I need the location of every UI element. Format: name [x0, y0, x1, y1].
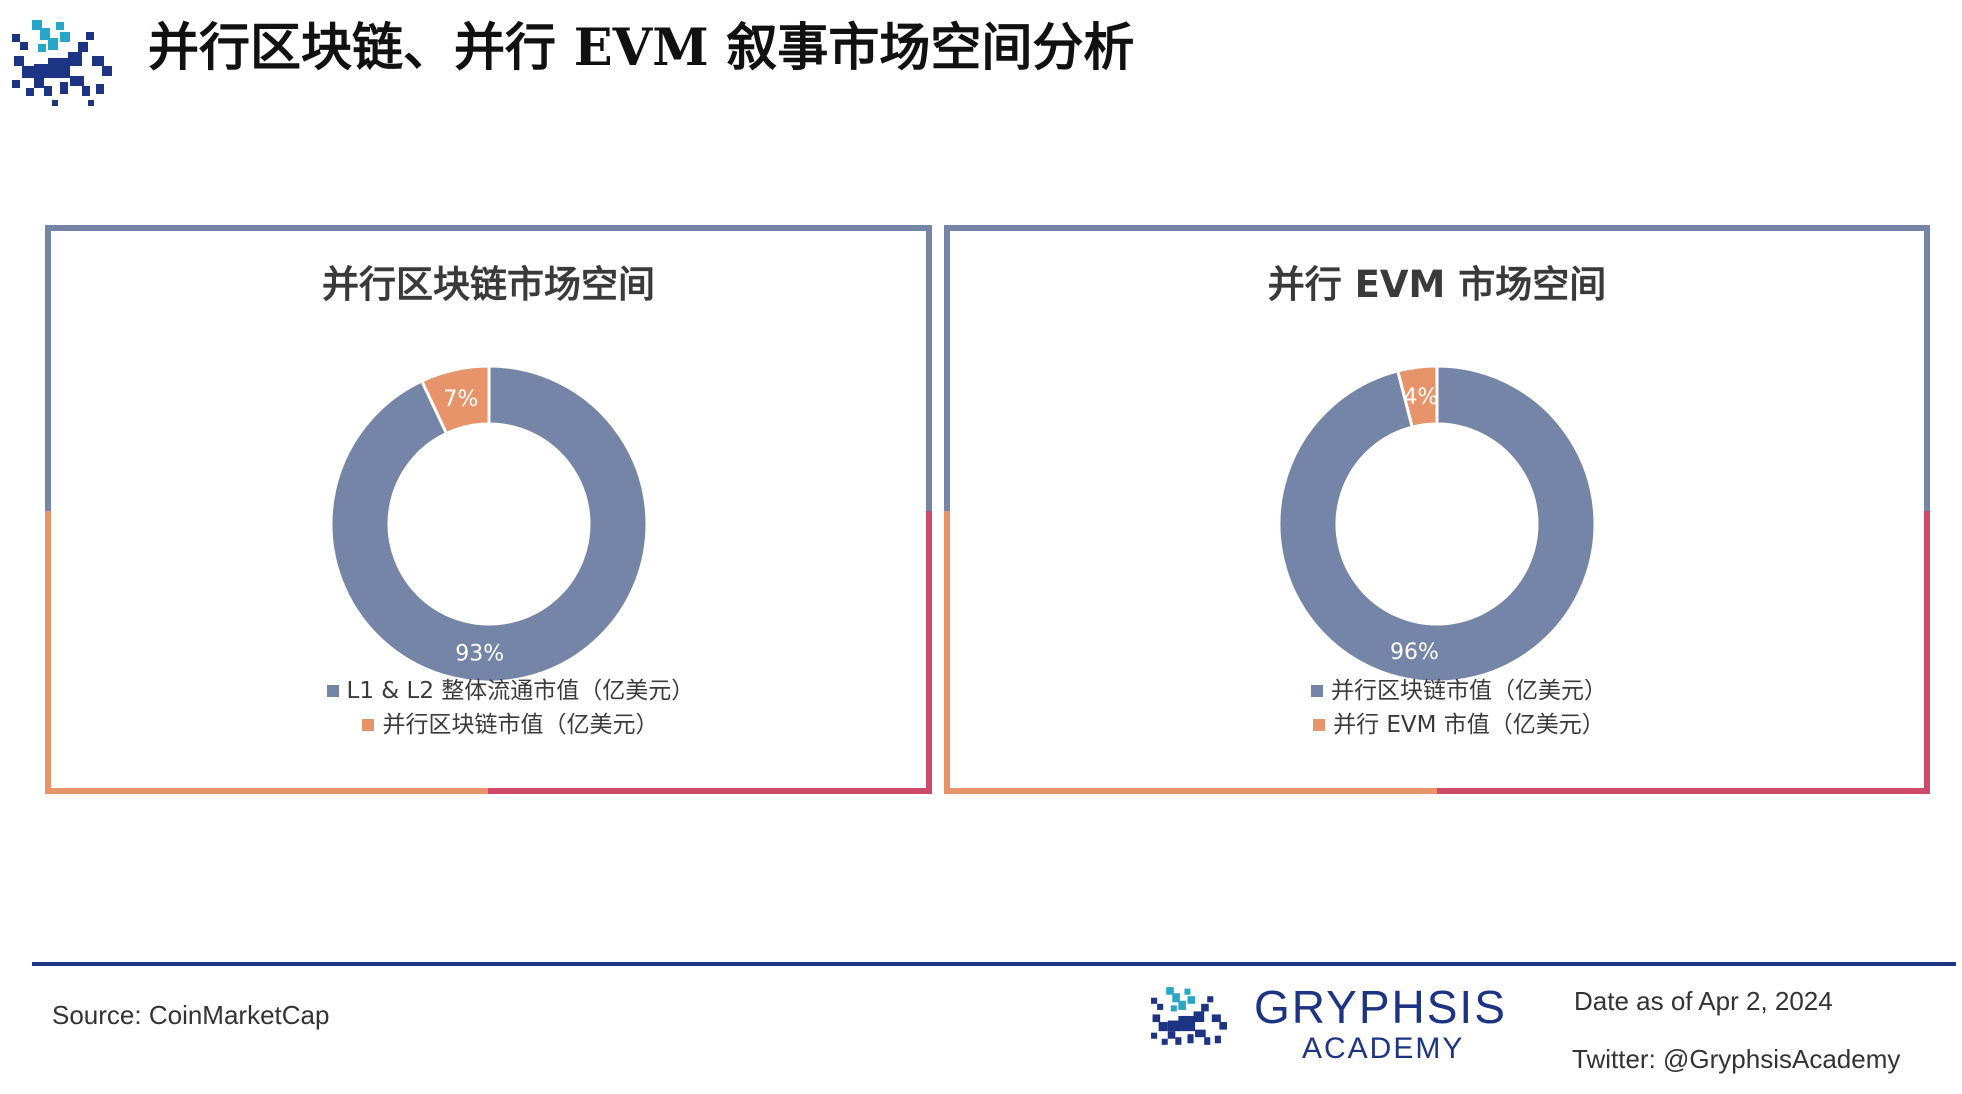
- donut-chart: 4% 96%: [1275, 362, 1599, 686]
- chart-title: 并行区块链市场空间: [322, 263, 655, 306]
- legend-item: 并行区块链市值（亿美元）: [1310, 671, 1607, 705]
- chart-legend: 并行区块链市值（亿美元） 并行 EVM 市值（亿美元）: [961, 645, 1913, 765]
- legend-item: L1 & L2 整体流通市值（亿美元）: [326, 671, 695, 705]
- data-label: 4%: [1403, 385, 1438, 410]
- footer-divider: [32, 962, 1956, 966]
- data-label: 7%: [443, 387, 478, 412]
- legend-label: L1 & L2 整体流通市值（亿美元）: [346, 678, 695, 704]
- twitter-handle: Twitter: @GryphsisAcademy: [1572, 1044, 1901, 1074]
- data-label: 93%: [455, 642, 504, 667]
- data-label: 96%: [1390, 640, 1439, 665]
- donut-chart: 7% 93%: [327, 362, 651, 686]
- chart-panel-parallel-evm: 并行 EVM 市场空间 4% 96% 并行区块链市值（亿美元） 并行 EVM 市值…: [944, 225, 1930, 794]
- chart-title: 并行 EVM 市场空间: [1267, 263, 1607, 306]
- legend-swatch: [1313, 719, 1326, 731]
- source-note: Source: CoinMarketCap: [52, 1000, 330, 1030]
- legend-swatch: [326, 685, 339, 697]
- chart-legend: L1 & L2 整体流通市值（亿美元） 并行区块链市值（亿美元）: [62, 645, 915, 765]
- donut-slice: [329, 364, 648, 684]
- gryphsis-logo-icon: [1151, 987, 1227, 1045]
- legend-item: 并行区块链市值（亿美元）: [362, 705, 658, 739]
- panel-frame: [944, 225, 1930, 794]
- chart-area: 并行 EVM 市场空间 4% 96% 并行区块链市值（亿美元） 并行 EVM 市值…: [961, 240, 1913, 779]
- legend-swatch: [1310, 685, 1323, 697]
- legend-swatch: [362, 719, 375, 731]
- brand-name: GRYPHSIS: [1254, 981, 1507, 1033]
- page-title: 并行区块链、并行 EVM 叙事市场空间分析: [148, 18, 1135, 78]
- donut-svg: 4% 96%: [1277, 364, 1597, 684]
- gryphsis-logo-icon: [12, 20, 112, 106]
- donut-slice: [1277, 364, 1597, 684]
- brand-subtitle: ACADEMY: [1302, 1032, 1465, 1065]
- chart-panel-parallel-blockchain: 并行区块链市场空间 7% 93% L1 & L2 整体流通市值（亿美元） 并行区块…: [45, 225, 932, 794]
- legend-label: 并行 EVM 市值（亿美元）: [1333, 712, 1605, 738]
- chart-area: 并行区块链市场空间 7% 93% L1 & L2 整体流通市值（亿美元） 并行区块…: [62, 240, 915, 779]
- legend-label: 并行区块链市值（亿美元）: [1330, 678, 1607, 704]
- legend-item: 并行 EVM 市值（亿美元）: [1313, 705, 1605, 739]
- panel-frame: [45, 225, 932, 794]
- donut-svg: 7% 93%: [329, 364, 648, 684]
- legend-label: 并行区块链市值（亿美元）: [382, 712, 659, 738]
- date-note: Date as of Apr 2, 2024: [1574, 986, 1833, 1016]
